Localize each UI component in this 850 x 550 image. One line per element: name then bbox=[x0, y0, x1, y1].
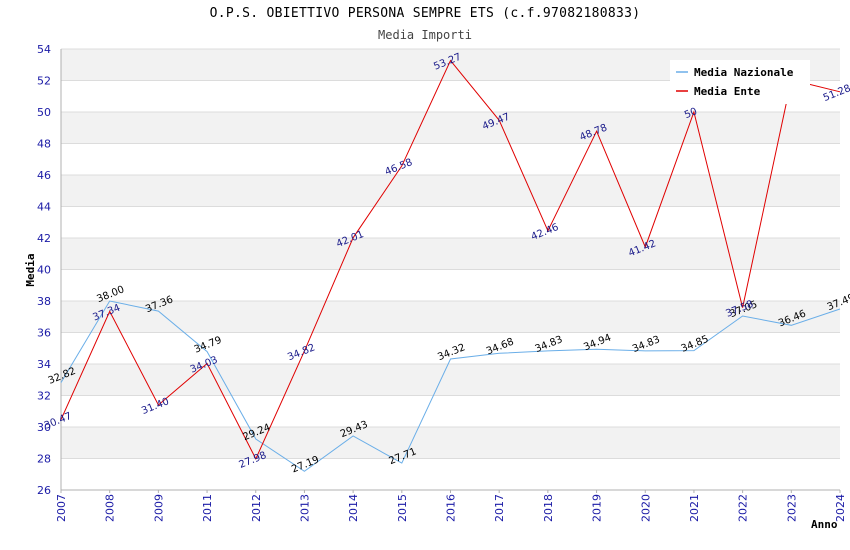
grid-band bbox=[61, 112, 840, 144]
grid-band bbox=[61, 206, 840, 238]
grid-band bbox=[61, 427, 840, 459]
grid-bands bbox=[61, 49, 840, 490]
y-tick-label: 40 bbox=[37, 264, 51, 277]
data-label-ente: 50 bbox=[683, 106, 699, 121]
y-tick-label: 36 bbox=[37, 327, 51, 340]
x-tick-label: 2007 bbox=[55, 494, 68, 522]
x-tick-label: 2013 bbox=[298, 494, 311, 522]
x-tick-label: 2018 bbox=[542, 494, 555, 522]
legend-label-nazionale: Media Nazionale bbox=[694, 66, 794, 79]
x-tick-label: 2011 bbox=[201, 494, 214, 522]
y-tick-label: 38 bbox=[37, 295, 51, 308]
grid-band bbox=[61, 143, 840, 175]
y-axis-label: Media bbox=[24, 253, 37, 286]
chart-subtitle: Media Importi bbox=[378, 28, 472, 42]
x-tick-label: 2008 bbox=[104, 494, 117, 522]
chart-title: O.P.S. OBIETTIVO PERSONA SEMPRE ETS (c.f… bbox=[209, 6, 641, 21]
x-tick-label: 2012 bbox=[250, 494, 263, 522]
y-tick-label: 30 bbox=[37, 421, 51, 434]
x-axis-label: Anno bbox=[811, 518, 838, 531]
x-tick-label: 2016 bbox=[445, 494, 458, 522]
y-tick-label: 52 bbox=[37, 75, 51, 88]
y-tick-label: 32 bbox=[37, 390, 51, 403]
y-tick-label: 28 bbox=[37, 453, 51, 466]
series-lines bbox=[60, 59, 841, 472]
grid-band bbox=[61, 458, 840, 490]
x-tick-label: 2023 bbox=[785, 494, 798, 522]
grid-band bbox=[61, 269, 840, 301]
series-line-nazionale bbox=[60, 300, 841, 472]
x-tick-label: 2019 bbox=[591, 494, 604, 522]
x-tick-label: 2015 bbox=[396, 494, 409, 522]
x-tick-label: 2017 bbox=[493, 494, 506, 522]
x-tick-label: 2014 bbox=[347, 494, 360, 522]
x-tick-label: 2021 bbox=[688, 494, 701, 522]
legend: Media Nazionale Media Ente bbox=[670, 60, 810, 104]
axes bbox=[60, 49, 841, 493]
x-tick-label: 2009 bbox=[152, 494, 165, 522]
y-tick-labels: 26 28 30 32 34 36 38 40 42 44 46 48 50 52 54 bbox=[37, 43, 51, 497]
grid-band bbox=[61, 175, 840, 207]
y-tick-label: 54 bbox=[37, 43, 51, 56]
grid-band bbox=[61, 238, 840, 270]
y-tick-label: 50 bbox=[37, 106, 51, 119]
x-tick-label: 2020 bbox=[639, 494, 652, 522]
y-tick-label: 26 bbox=[37, 484, 51, 497]
legend-label-ente: Media Ente bbox=[694, 85, 761, 98]
grid-band bbox=[61, 364, 840, 396]
legend-background bbox=[670, 60, 810, 104]
x-tick-label: 2024 bbox=[834, 494, 847, 522]
grid-band bbox=[61, 395, 840, 427]
y-tick-label: 42 bbox=[37, 232, 51, 245]
y-tick-label: 34 bbox=[37, 358, 51, 371]
y-tick-label: 48 bbox=[37, 138, 51, 151]
series-line-ente bbox=[60, 59, 841, 460]
x-tick-label: 2022 bbox=[737, 494, 750, 522]
grid-band bbox=[61, 301, 840, 333]
y-tick-label: 44 bbox=[37, 201, 51, 214]
x-tick-labels: 2007 2008 2009 2011 2012 2013 2014 2015 2016 2017… bbox=[55, 494, 847, 522]
y-tick-label: 46 bbox=[37, 169, 51, 182]
